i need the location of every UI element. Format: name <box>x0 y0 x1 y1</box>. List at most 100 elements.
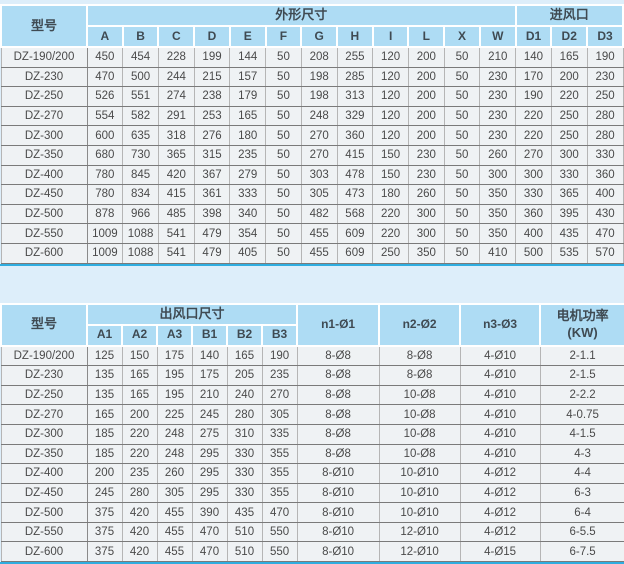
value-cell: 165 <box>550 46 588 68</box>
value-cell: 350 <box>479 184 517 205</box>
model-cell: DZ-550 <box>0 521 88 543</box>
n3-cell: 4-Ø10 <box>459 345 541 367</box>
value-cell: 360 <box>336 125 374 146</box>
column-header-G: G <box>300 25 339 48</box>
value-cell: 280 <box>121 482 158 504</box>
value-cell: 510 <box>226 521 263 543</box>
value-cell: 551 <box>122 86 159 107</box>
outer-dimensions-table-grid: 型号 外形尺寸 进风口 A B C D E F G H I L X W D1 D2 D3 DZ-190/20… <box>0 4 624 264</box>
motor-power-cell: 6-3 <box>539 482 624 504</box>
motor-power-cell: 4-1.5 <box>539 423 624 445</box>
motor-power-column-header: 电机功率 (KW) <box>539 302 624 347</box>
model-cell: DZ-450 <box>0 184 88 205</box>
value-cell: 360 <box>586 164 624 186</box>
motor-power-header-line2: (KW) <box>567 324 598 340</box>
value-cell: 50 <box>265 203 302 225</box>
value-cell: 165 <box>226 345 263 367</box>
value-cell: 275 <box>191 423 228 445</box>
value-cell: 50 <box>265 46 302 68</box>
value-cell: 270 <box>300 144 338 166</box>
value-cell: 295 <box>191 482 228 504</box>
table-row: DZ-500 878 966 485 398 340 50 482 568 220 300 50 350… <box>0 203 624 225</box>
value-cell: 190 <box>586 46 624 68</box>
value-cell: 235 <box>261 365 298 386</box>
value-cell: 318 <box>157 125 195 146</box>
value-cell: 125 <box>86 345 123 367</box>
value-cell: 198 <box>300 66 338 88</box>
motor-power-cell: 4-4 <box>539 463 624 484</box>
n1-cell: 8-Ø10 <box>296 541 380 563</box>
value-cell: 240 <box>226 384 263 406</box>
model-cell: DZ-500 <box>0 203 88 225</box>
value-cell: 50 <box>443 164 481 186</box>
value-cell: 230 <box>479 125 517 146</box>
value-cell: 220 <box>515 125 552 146</box>
value-cell: 300 <box>550 144 588 166</box>
motor-power-cell: 6-5.5 <box>539 521 624 543</box>
value-cell: 195 <box>156 384 193 406</box>
value-cell: 270 <box>261 384 298 406</box>
value-cell: 150 <box>372 164 409 186</box>
value-cell: 526 <box>86 86 124 107</box>
value-cell: 541 <box>157 223 195 244</box>
value-cell: 609 <box>336 223 374 244</box>
value-cell: 1009 <box>86 223 124 244</box>
model-cell: DZ-350 <box>0 144 88 166</box>
value-cell: 185 <box>86 443 123 465</box>
value-cell: 478 <box>336 164 374 186</box>
table2-subheader-row: A1 A2 A3 B1 B2 B3 <box>1 323 624 347</box>
value-cell: 280 <box>586 125 624 146</box>
value-cell: 200 <box>407 66 445 88</box>
value-cell: 510 <box>226 541 263 563</box>
value-cell: 330 <box>515 184 552 205</box>
table-row: DZ-270 165 200 225 245 280 305 8-Ø8 10-Ø8 4-Ø10 4-… <box>0 404 624 425</box>
value-cell: 305 <box>300 184 338 205</box>
n1-cell: 8-Ø8 <box>296 345 380 367</box>
model-cell: DZ-400 <box>0 164 88 186</box>
value-cell: 350 <box>407 242 445 264</box>
value-cell: 50 <box>443 184 481 205</box>
column-header-D1: D1 <box>514 25 553 48</box>
value-cell: 220 <box>121 423 158 445</box>
value-cell: 50 <box>443 144 481 166</box>
value-cell: 220 <box>515 105 552 127</box>
value-cell: 310 <box>226 423 263 445</box>
n2-cell: 10-Ø10 <box>378 502 461 523</box>
n1-cell: 8-Ø8 <box>296 443 380 465</box>
n1-cell: 8-Ø8 <box>296 365 380 386</box>
value-cell: 175 <box>156 345 193 367</box>
value-cell: 333 <box>229 184 267 205</box>
value-cell: 541 <box>157 242 195 264</box>
column-header-D: D <box>193 25 231 48</box>
value-cell: 550 <box>261 521 298 543</box>
value-cell: 303 <box>300 164 338 186</box>
value-cell: 195 <box>156 365 193 386</box>
value-cell: 365 <box>550 184 588 205</box>
value-cell: 245 <box>86 482 123 504</box>
value-cell: 455 <box>300 223 338 244</box>
value-cell: 582 <box>122 105 159 127</box>
value-cell: 680 <box>86 144 124 166</box>
value-cell: 730 <box>122 144 159 166</box>
value-cell: 200 <box>407 86 445 107</box>
model-cell: DZ-300 <box>0 125 88 146</box>
column-header-X: X <box>443 25 481 48</box>
value-cell: 50 <box>443 105 481 127</box>
value-cell: 400 <box>515 223 552 244</box>
column-header-L: L <box>407 25 446 48</box>
n1-cell: 8-Ø10 <box>296 463 380 484</box>
value-cell: 200 <box>407 105 445 127</box>
value-cell: 185 <box>86 423 123 445</box>
value-cell: 570 <box>586 242 624 264</box>
value-cell: 329 <box>336 105 374 127</box>
value-cell: 205 <box>226 365 263 386</box>
value-cell: 395 <box>550 203 588 225</box>
value-cell: 248 <box>156 443 193 465</box>
value-cell: 120 <box>372 46 409 68</box>
n3-cell: 4-Ø12 <box>459 463 541 484</box>
value-cell: 300 <box>407 203 445 225</box>
value-cell: 135 <box>86 365 123 386</box>
table-row: DZ-300 600 635 318 276 180 50 270 360 120 200 50 230… <box>0 125 624 146</box>
column-header-F: F <box>264 25 303 48</box>
value-cell: 305 <box>156 482 193 504</box>
